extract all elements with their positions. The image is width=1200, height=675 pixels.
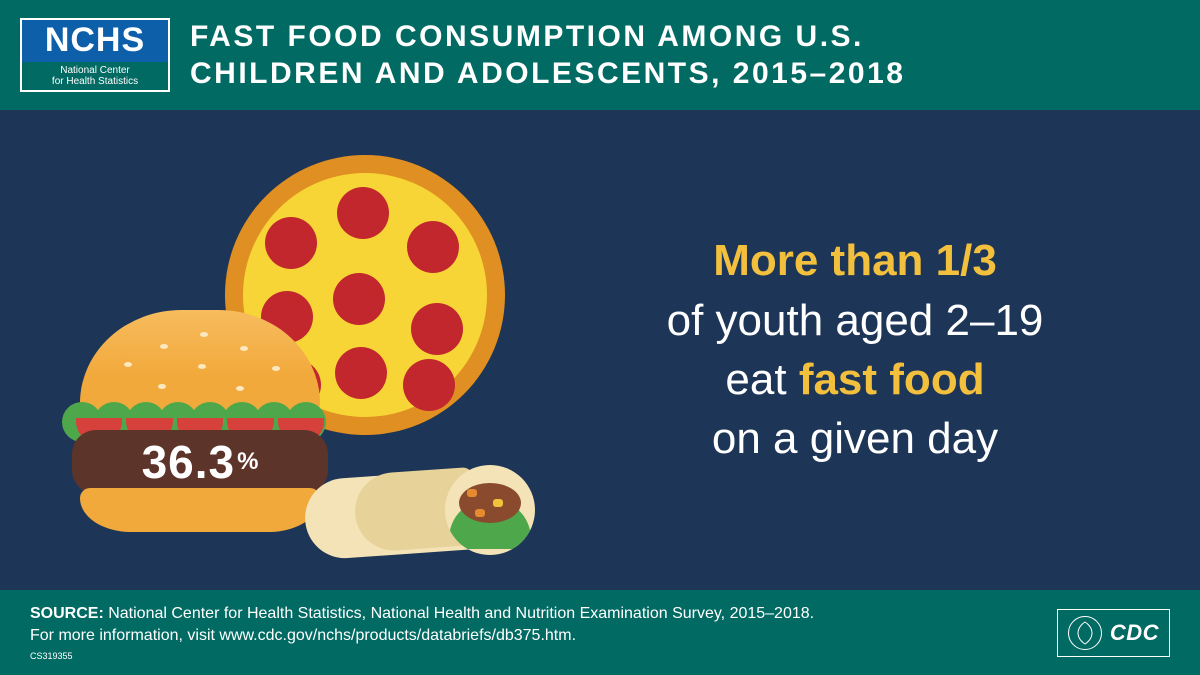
food-illustration: 36.3 % — [0, 110, 560, 590]
message-line-4: on a given day — [712, 414, 998, 463]
header-title: FAST FOOD CONSUMPTION AMONG U.S. CHILDRE… — [190, 18, 905, 93]
message-line-2: of youth aged 2–19 — [667, 296, 1044, 345]
burrito-icon — [305, 465, 525, 560]
main-panel: 36.3 % More than 1/3 of youth aged 2–19 … — [0, 110, 1200, 590]
footer-bar: SOURCE: National Center for Health Stati… — [0, 590, 1200, 675]
nchs-full-name: National Center for Health Statistics — [48, 62, 142, 90]
footer-text: SOURCE: National Center for Health Stati… — [30, 603, 814, 662]
burrito-filling — [445, 465, 535, 555]
stat-percent-symbol: % — [237, 448, 258, 476]
cdc-wordmark: CDC — [1110, 620, 1159, 646]
header-bar: NCHS National Center for Health Statisti… — [0, 0, 1200, 110]
burger-bun-bottom — [80, 488, 320, 532]
key-message: More than 1/3 of youth aged 2–19 eat fas… — [560, 231, 1200, 469]
message-highlight-1: More than 1/3 — [713, 236, 997, 285]
footer-source: SOURCE: National Center for Health Stati… — [30, 603, 814, 625]
cdc-logo: CDC — [1057, 609, 1170, 657]
nchs-badge: NCHS National Center for Health Statisti… — [20, 18, 170, 92]
hhs-seal-icon — [1068, 616, 1102, 650]
footer-more-info: For more information, visit www.cdc.gov/… — [30, 625, 814, 647]
burger-icon: 36.3 % — [70, 310, 330, 530]
footer-doc-code: CS319355 — [30, 650, 814, 663]
burger-patty-stat: 36.3 % — [72, 430, 328, 494]
message-highlight-2: fast food — [799, 355, 985, 404]
nchs-abbr: NCHS — [22, 20, 168, 61]
message-line-3a: eat — [725, 355, 798, 404]
stat-percent-value: 36.3 — [142, 435, 236, 489]
